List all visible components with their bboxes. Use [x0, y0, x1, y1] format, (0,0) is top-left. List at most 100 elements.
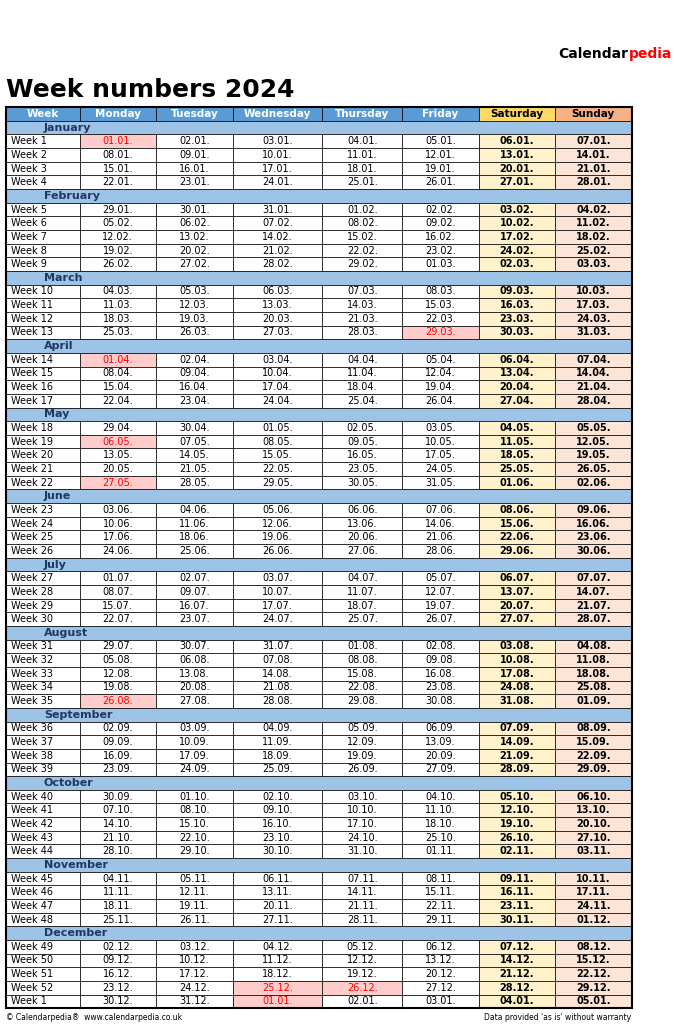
Text: December: December	[44, 928, 107, 938]
Text: 28.01.: 28.01.	[576, 177, 611, 187]
Bar	[6, 203, 80, 216]
Bar	[233, 476, 322, 489]
Bar	[479, 640, 555, 653]
Text: 06.04.: 06.04.	[499, 354, 534, 365]
Bar	[555, 804, 632, 817]
Text: 07.11.: 07.11.	[347, 873, 377, 884]
Bar	[322, 981, 402, 994]
Text: 26.08.: 26.08.	[102, 696, 133, 707]
Bar	[479, 285, 555, 298]
Text: 12.07.: 12.07.	[425, 587, 456, 597]
Text: 09.06.: 09.06.	[576, 505, 611, 515]
Bar	[6, 558, 632, 571]
Bar	[402, 367, 479, 380]
Text: 11.08.: 11.08.	[576, 655, 611, 666]
Bar	[402, 394, 479, 408]
Bar	[6, 953, 80, 968]
Bar	[402, 148, 479, 162]
Text: Week 20: Week 20	[11, 451, 53, 461]
Bar	[322, 722, 402, 735]
Bar	[156, 640, 233, 653]
Text: 11.06.: 11.06.	[179, 518, 210, 528]
Text: 14.03.: 14.03.	[347, 300, 377, 310]
Text: 07.04.: 07.04.	[576, 354, 611, 365]
Bar	[233, 298, 322, 312]
Bar	[322, 790, 402, 804]
Bar	[402, 640, 479, 653]
Text: 12.10.: 12.10.	[499, 805, 534, 815]
Bar	[6, 435, 80, 449]
Text: 26.02.: 26.02.	[102, 259, 133, 269]
Text: 19.12.: 19.12.	[347, 969, 377, 979]
Text: 17.11.: 17.11.	[576, 887, 611, 897]
Bar	[156, 585, 233, 599]
Text: September: September	[44, 710, 113, 720]
Text: 20.09.: 20.09.	[425, 751, 456, 761]
Text: 29.04.: 29.04.	[102, 423, 133, 433]
Text: 03.01.: 03.01.	[262, 136, 293, 146]
Text: 08.10.: 08.10.	[179, 805, 210, 815]
Bar	[402, 244, 479, 257]
Text: 13.05.: 13.05.	[102, 451, 133, 461]
Text: 26.09.: 26.09.	[347, 764, 377, 774]
Bar	[402, 735, 479, 749]
Text: 26.06.: 26.06.	[262, 546, 293, 556]
Bar	[80, 544, 156, 558]
Bar	[80, 394, 156, 408]
Bar	[555, 735, 632, 749]
Bar	[322, 285, 402, 298]
Bar	[80, 886, 156, 899]
Bar	[555, 899, 632, 912]
Text: Week 1: Week 1	[11, 996, 47, 1007]
Text: 29.12.: 29.12.	[576, 983, 611, 993]
Text: 11.05.: 11.05.	[499, 436, 534, 446]
Bar	[6, 694, 80, 708]
Text: 15.08.: 15.08.	[347, 669, 377, 679]
Bar	[80, 476, 156, 489]
Bar	[402, 585, 479, 599]
Text: 15.06.: 15.06.	[499, 518, 534, 528]
Text: 08.02.: 08.02.	[347, 218, 377, 228]
Text: 09.04.: 09.04.	[179, 369, 210, 379]
Bar	[402, 134, 479, 148]
Bar	[555, 585, 632, 599]
Bar	[479, 353, 555, 367]
Text: Tuesday: Tuesday	[171, 109, 218, 119]
Text: 05.02.: 05.02.	[102, 218, 133, 228]
Text: 04.05.: 04.05.	[499, 423, 534, 433]
Text: 29.01.: 29.01.	[102, 205, 133, 215]
Text: 15.01.: 15.01.	[102, 164, 133, 174]
Text: 18.02.: 18.02.	[576, 231, 611, 242]
Text: 26.04.: 26.04.	[425, 395, 456, 406]
Text: 29.11.: 29.11.	[425, 914, 456, 925]
Bar	[402, 790, 479, 804]
Text: Monday: Monday	[95, 109, 141, 119]
Text: 04.02.: 04.02.	[576, 205, 611, 215]
Text: 01.11.: 01.11.	[425, 846, 456, 856]
Bar	[156, 817, 233, 830]
Bar	[80, 462, 156, 476]
Text: 10.07.: 10.07.	[262, 587, 293, 597]
Text: 18.06.: 18.06.	[179, 532, 210, 543]
Text: 07.01.: 07.01.	[576, 136, 611, 146]
Bar	[233, 830, 322, 845]
Bar	[402, 462, 479, 476]
Text: Week 47: Week 47	[11, 901, 53, 911]
Bar	[555, 790, 632, 804]
Bar	[322, 544, 402, 558]
Text: 22.09.: 22.09.	[576, 751, 611, 761]
Bar	[479, 298, 555, 312]
Text: 24.06.: 24.06.	[102, 546, 133, 556]
Bar	[6, 489, 632, 503]
Text: Week 24: Week 24	[11, 518, 53, 528]
Text: 12.02.: 12.02.	[102, 231, 133, 242]
Text: 08.06.: 08.06.	[499, 505, 534, 515]
Bar	[233, 653, 322, 667]
Text: 06.02.: 06.02.	[179, 218, 210, 228]
Text: 09.07.: 09.07.	[179, 587, 210, 597]
Bar	[80, 722, 156, 735]
Text: 23.07.: 23.07.	[179, 614, 210, 625]
Text: 16.01.: 16.01.	[179, 164, 210, 174]
Bar	[479, 435, 555, 449]
Text: Week 42: Week 42	[11, 819, 53, 829]
